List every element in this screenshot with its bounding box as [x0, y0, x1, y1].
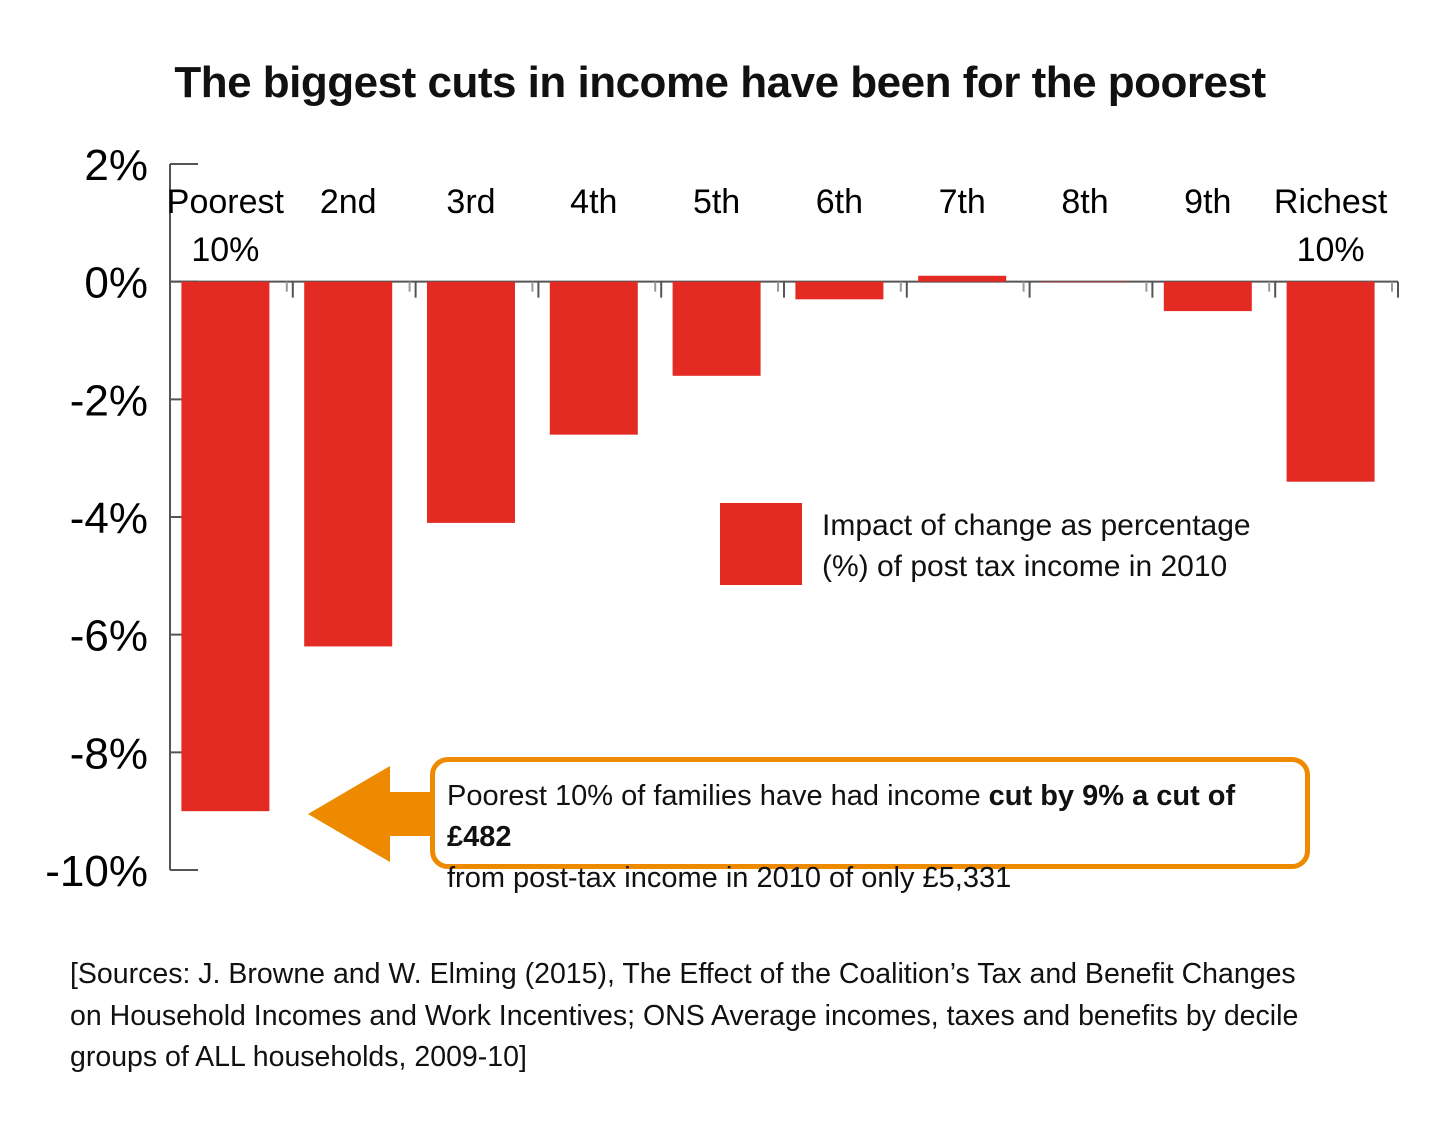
y-tick-label: 0%: [84, 259, 148, 308]
x-category-label: 5th: [693, 183, 740, 221]
x-category-label: 3rd: [446, 183, 495, 221]
bar: [672, 281, 761, 376]
x-category-label: 7th: [939, 183, 986, 221]
annotation-line-1: Poorest 10% of families have had income …: [447, 776, 1291, 858]
y-tick-label: -2%: [70, 376, 148, 425]
sources-line-1: [Sources: J. Browne and W. Elming (2015)…: [70, 958, 1296, 990]
bar: [795, 281, 884, 300]
y-tick-label: -8%: [70, 729, 148, 778]
bar: [549, 281, 638, 435]
legend: Impact of change as percentage (%) of po…: [720, 503, 1280, 588]
sources-line-3: groups of ALL households, 2009-10]: [70, 1041, 527, 1073]
annotation-emphasis: cut by 9% a cut of £482: [447, 780, 1236, 853]
y-tick-label: -10%: [45, 847, 148, 896]
labels: 2% 0% -2% -4% -6% -8% -10% Poorest 10% 2nd 3rd 4th 5…: [45, 141, 1388, 896]
x-category-label: Poorest: [167, 183, 285, 221]
x-category-label: 9th: [1184, 183, 1231, 221]
y-tick-label: 2%: [84, 141, 148, 190]
annotation-text: Poorest 10% of families have had income: [447, 780, 989, 812]
left-arrow-icon: [308, 766, 434, 862]
annotation-callout: Poorest 10% of families have had income …: [430, 757, 1310, 894]
x-category-label: 10%: [1297, 231, 1365, 269]
bar: [918, 275, 1007, 282]
x-category-label: Richest: [1274, 183, 1388, 221]
y-tick-label: -6%: [70, 612, 148, 661]
sources-line-2: on Household Incomes and Work Incentives…: [70, 999, 1299, 1032]
legend-swatch: [720, 503, 802, 585]
legend-label: Impact of change as percentage (%) of po…: [822, 509, 1251, 583]
bar: [427, 281, 515, 523]
x-category-label: 10%: [191, 231, 259, 269]
annotation-line-2: from post-tax income in 2010 of only £5,…: [447, 862, 1012, 894]
x-category-label: 6th: [816, 183, 863, 221]
x-category-label: 4th: [570, 183, 617, 221]
sources-note: [Sources: J. Browne and W. Elming (2015)…: [70, 954, 1330, 1079]
bar: [1041, 281, 1129, 283]
x-category-label: 8th: [1061, 183, 1108, 221]
bar: [304, 281, 393, 647]
chart-title: The biggest cuts in income have been for…: [174, 58, 1266, 107]
bar: [1163, 281, 1252, 312]
bar: [1286, 281, 1375, 482]
bar: [181, 281, 270, 812]
bar-chart: 2% 0% -2% -4% -6% -8% -10% Poorest 10% 2nd 3rd 4th 5…: [45, 141, 1399, 896]
y-tick-label: -4%: [70, 494, 148, 543]
x-category-label: 2nd: [320, 183, 377, 221]
bars: [181, 275, 1375, 812]
